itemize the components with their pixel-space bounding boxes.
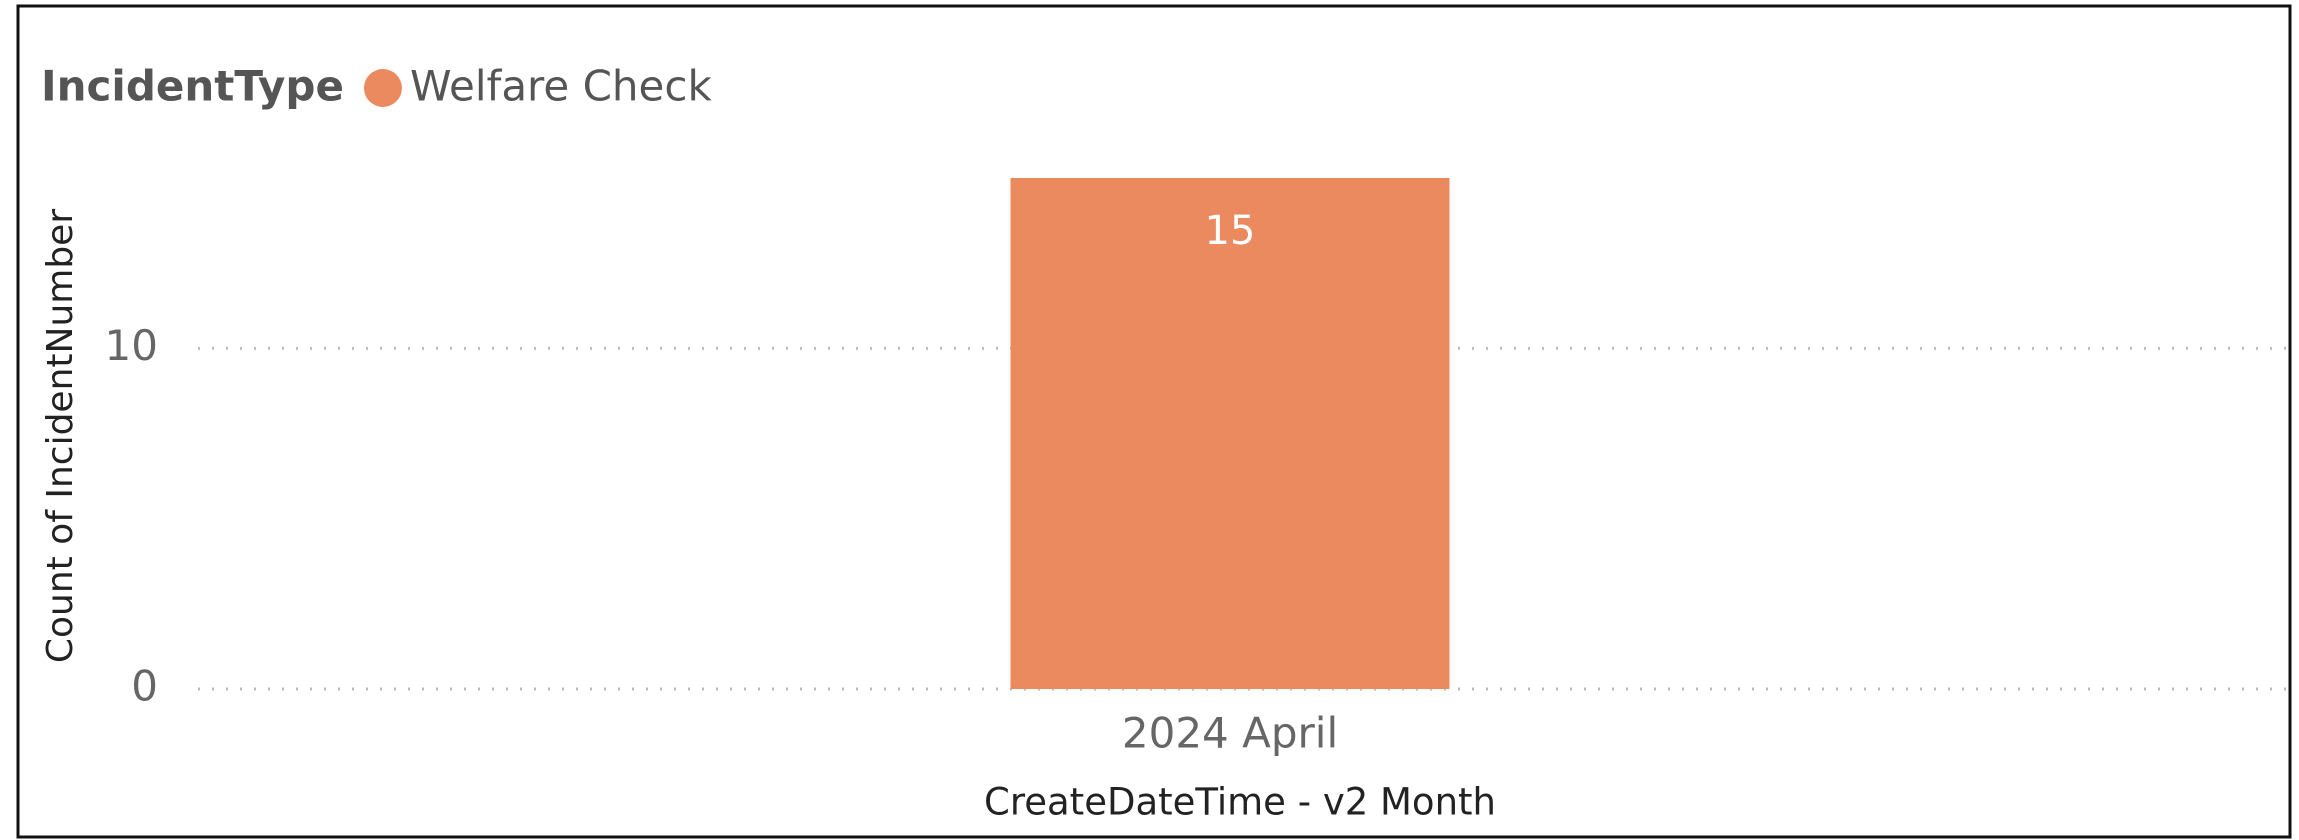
legend-title: IncidentType <box>41 62 344 111</box>
data-label: 15 <box>1205 208 1256 254</box>
y-tick-label: 0 <box>131 662 158 711</box>
legend-swatch <box>363 69 402 107</box>
x-axis-title: CreateDateTime - v2 Month <box>984 781 1496 824</box>
bar <box>1010 178 1450 689</box>
x-tick-label: 2024 April <box>1122 709 1338 758</box>
legend-label: Welfare Check <box>410 62 713 111</box>
y-tick-label: 10 <box>105 321 158 370</box>
y-axis-title: Count of IncidentNumber <box>40 209 81 663</box>
